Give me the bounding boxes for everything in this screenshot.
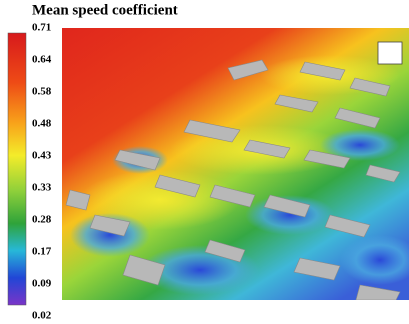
colorbar-tick-label: 0.43: [32, 150, 52, 162]
colorbar-tick-label: 0.33: [32, 182, 52, 194]
title: Mean speed coefficient: [32, 2, 178, 18]
colorbar-tick-label: 0.71: [32, 22, 51, 34]
colorbar-tick-label: 0.02: [32, 310, 52, 322]
logo: [377, 41, 403, 65]
bottom-margin: [62, 300, 409, 324]
colorbar-tick-label: 0.48: [32, 118, 52, 130]
buildings: [65, 59, 401, 301]
colorbar: [7, 32, 27, 306]
flow-field: [62, 28, 409, 300]
colorbar-tick-label: 0.17: [32, 246, 52, 258]
colorbar-tick-label: 0.64: [32, 54, 52, 66]
colorbar-tick-label: 0.58: [32, 86, 52, 98]
colorbar-tick-label: 0.09: [32, 278, 52, 290]
colorbar-tick-label: 0.28: [32, 214, 52, 226]
